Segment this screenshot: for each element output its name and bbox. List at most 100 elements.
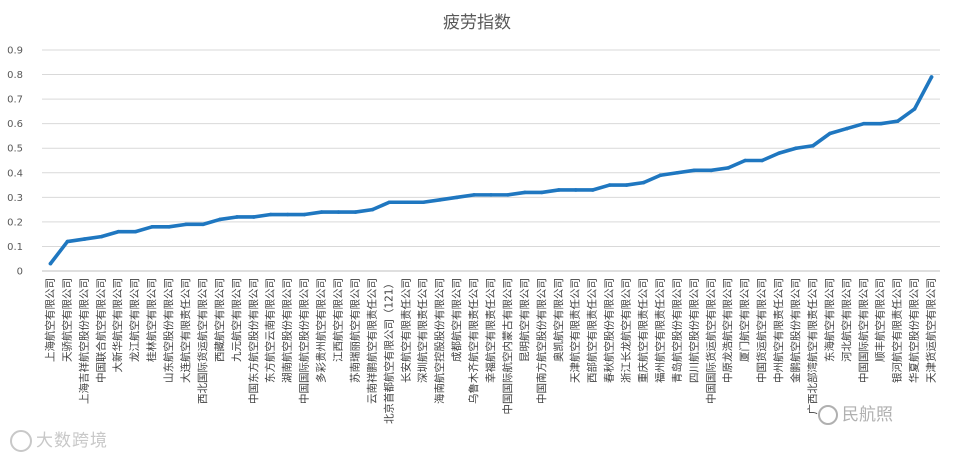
data-point: [540, 190, 544, 195]
x-tick-label: 大新华航空有限公司: [111, 278, 124, 373]
data-point: [760, 158, 764, 163]
x-tick-label: 福州航空有限责任公司: [653, 278, 666, 383]
data-point: [489, 193, 493, 197]
x-tick-label: 云南祥鹏航空有限责任公司: [365, 278, 378, 404]
x-tick-label: 中国东方航空股份有限公司: [247, 278, 260, 404]
x-tick-label: 重庆航空有限责任公司: [636, 278, 649, 383]
y-tick-label: 0.7: [7, 95, 23, 106]
x-tick-label: 中国货运航空有限公司: [755, 278, 768, 383]
x-tick-label: 中原龙浩航空有限公司: [721, 278, 734, 383]
wechat-logo-icon: [818, 405, 838, 425]
x-tick-label: 天津货运航空有限公司: [925, 278, 938, 383]
data-point: [251, 215, 256, 219]
data-point: [353, 210, 358, 214]
y-tick-label: 0.9: [7, 46, 23, 57]
data-point: [48, 261, 53, 266]
data-point: [573, 188, 578, 192]
data-point: [929, 75, 934, 79]
x-tick-label: 大连航空有限责任公司: [179, 278, 192, 383]
x-tick-label: 西北国际货运航空有限公司: [196, 278, 209, 404]
y-tick-label: 0.5: [7, 144, 23, 155]
data-point: [523, 190, 527, 195]
x-tick-label: 青岛航空股份有限公司: [670, 278, 683, 383]
data-point: [675, 170, 680, 175]
x-tick-label: 多彩贵州航空有限公司: [315, 278, 328, 383]
data-point: [472, 193, 476, 197]
data-point: [794, 146, 798, 151]
x-tick-label: 中国国际航空有限公司: [857, 278, 870, 383]
x-tick-label: 海南航空控股股份有限公司: [433, 278, 446, 404]
data-point: [861, 121, 866, 126]
x-tick-label: 乌鲁木齐航空有限责任公司: [467, 278, 480, 404]
data-point: [65, 239, 70, 244]
x-tick-label: 春秋航空股份有限公司: [603, 278, 616, 383]
data-point: [201, 222, 205, 227]
x-tick-label: 西藏航空有限公司: [213, 278, 226, 362]
x-tick-label: 奥凯航空有限公司: [552, 278, 565, 362]
data-point: [878, 121, 883, 126]
data-point: [235, 215, 239, 219]
gridlines: [42, 49, 940, 272]
watermark-right: 民航照: [818, 400, 893, 425]
x-tick-label: 上海航空有限公司: [43, 278, 56, 362]
x-tick-label: 中州航空有限责任公司: [772, 278, 785, 383]
data-point: [285, 212, 290, 217]
x-tick-label: 北京首都航空有限公司（121）: [382, 278, 395, 424]
y-tick-label: 0.3: [7, 193, 23, 204]
data-point: [726, 166, 731, 170]
x-tick-label: 金鹏航空股份有限公司: [789, 278, 802, 383]
x-tick-label: 幸福航空有限责任公司: [484, 278, 497, 383]
data-point: [116, 229, 121, 234]
watermark-right-text: 民航照: [842, 405, 893, 425]
x-tick-label: 广西北部湾航空有限责任公司: [806, 278, 819, 415]
x-tick-label: 龙江航空有限公司: [128, 278, 141, 362]
data-point: [268, 212, 273, 217]
data-point: [370, 207, 375, 212]
x-tick-label: 上海吉祥航空股份有限公司: [77, 278, 90, 404]
data-point: [845, 126, 849, 131]
y-tick-label: 0.1: [7, 242, 23, 253]
x-tick-label: 天骄航空有限公司: [60, 278, 73, 362]
watermark-left: 大数跨境: [10, 426, 108, 452]
x-tick-label: 华夏航空股份有限公司: [908, 278, 921, 383]
data-point: [387, 200, 392, 205]
x-tick-label: 四川航空股份有限公司: [687, 278, 700, 383]
y-tick-label: 0.8: [7, 70, 23, 81]
x-tick-label: 中国国际货运航空有限公司: [704, 278, 717, 404]
data-point: [912, 107, 917, 111]
x-tick-label: 中国国际航空股份有限公司: [298, 278, 311, 404]
series-line: [48, 75, 934, 266]
y-axis-ticks: 0 0.1 0.2 0.3 0.4 0.5 0.6 0.7 0.8 0.9: [7, 46, 23, 278]
data-point: [743, 158, 747, 163]
y-tick-label: 0.4: [7, 168, 23, 179]
data-point: [404, 200, 409, 205]
data-point: [811, 143, 815, 148]
data-point: [99, 234, 104, 239]
x-tick-label: 中国国际航空内蒙古有限公司: [501, 278, 514, 415]
data-point: [641, 180, 646, 185]
x-tick-label: 东方航空云南有限公司: [264, 278, 277, 383]
x-tick-label: 长安航空有限责任公司: [399, 278, 412, 383]
data-point: [624, 183, 629, 187]
data-point: [658, 173, 663, 178]
x-tick-label: 成都航空有限公司: [450, 278, 463, 362]
y-tick-label: 0.6: [7, 119, 23, 130]
x-tick-label: 江西航空有限公司: [332, 278, 345, 362]
x-tick-label: 九元航空有限公司: [230, 278, 243, 362]
x-tick-label: 河北航空有限公司: [840, 278, 853, 362]
wechat-logo-icon: [10, 430, 32, 452]
data-point: [302, 212, 307, 217]
x-tick-label: 山东航空股份有限公司: [162, 278, 175, 383]
data-point: [895, 119, 900, 124]
x-tick-label: 湖南航空股份有限公司: [281, 278, 294, 383]
x-tick-label: 天津航空有限责任公司: [569, 278, 582, 383]
y-tick-label: 0.2: [7, 217, 23, 228]
data-point: [150, 225, 154, 229]
x-tick-label: 中国南方航空股份有限公司: [535, 278, 548, 404]
x-axis-ticks: 上海航空有限公司 天骄航空有限公司 上海吉祥航空股份有限公司 中国联合航空有限公司 大新…: [43, 278, 937, 424]
data-point: [506, 193, 510, 197]
data-point: [455, 195, 459, 200]
data-point: [167, 225, 171, 229]
x-tick-label: 苏南瑞丽航空有限公司: [348, 278, 361, 383]
